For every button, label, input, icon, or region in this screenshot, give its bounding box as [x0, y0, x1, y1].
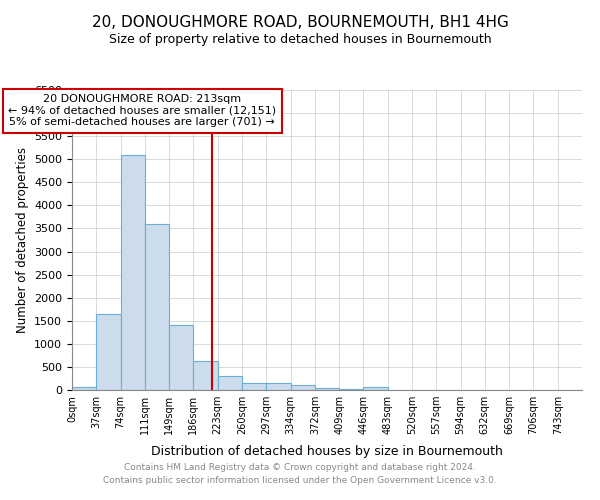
Bar	[266, 383, 290, 390]
X-axis label: Distribution of detached houses by size in Bournemouth: Distribution of detached houses by size …	[151, 446, 503, 458]
Y-axis label: Number of detached properties: Number of detached properties	[16, 147, 29, 333]
Bar	[315, 388, 339, 390]
Text: Contains public sector information licensed under the Open Government Licence v3: Contains public sector information licen…	[103, 476, 497, 485]
Bar	[72, 386, 96, 390]
Bar	[193, 362, 218, 390]
Text: 20, DONOUGHMORE ROAD, BOURNEMOUTH, BH1 4HG: 20, DONOUGHMORE ROAD, BOURNEMOUTH, BH1 4…	[92, 15, 508, 30]
Text: Size of property relative to detached houses in Bournemouth: Size of property relative to detached ho…	[109, 32, 491, 46]
Bar	[218, 376, 242, 390]
Bar	[290, 386, 315, 390]
Bar	[364, 387, 388, 390]
Bar	[96, 314, 121, 390]
Bar	[339, 388, 364, 390]
Bar	[145, 224, 169, 390]
Bar	[242, 382, 266, 390]
Text: Contains HM Land Registry data © Crown copyright and database right 2024.: Contains HM Land Registry data © Crown c…	[124, 464, 476, 472]
Text: 20 DONOUGHMORE ROAD: 213sqm
← 94% of detached houses are smaller (12,151)
5% of : 20 DONOUGHMORE ROAD: 213sqm ← 94% of det…	[8, 94, 276, 128]
Bar	[169, 326, 193, 390]
Bar	[121, 154, 145, 390]
